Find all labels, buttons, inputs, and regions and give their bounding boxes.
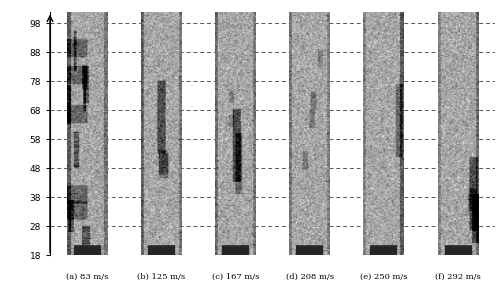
Text: (a) 83 m/s: (a) 83 m/s	[66, 273, 108, 281]
Text: (b) 125 m/s: (b) 125 m/s	[137, 273, 186, 281]
Text: (f) 292 m/s: (f) 292 m/s	[435, 273, 481, 281]
Text: (e) 250 m/s: (e) 250 m/s	[360, 273, 408, 281]
Text: (d) 208 m/s: (d) 208 m/s	[286, 273, 334, 281]
Text: (c) 167 m/s: (c) 167 m/s	[212, 273, 259, 281]
